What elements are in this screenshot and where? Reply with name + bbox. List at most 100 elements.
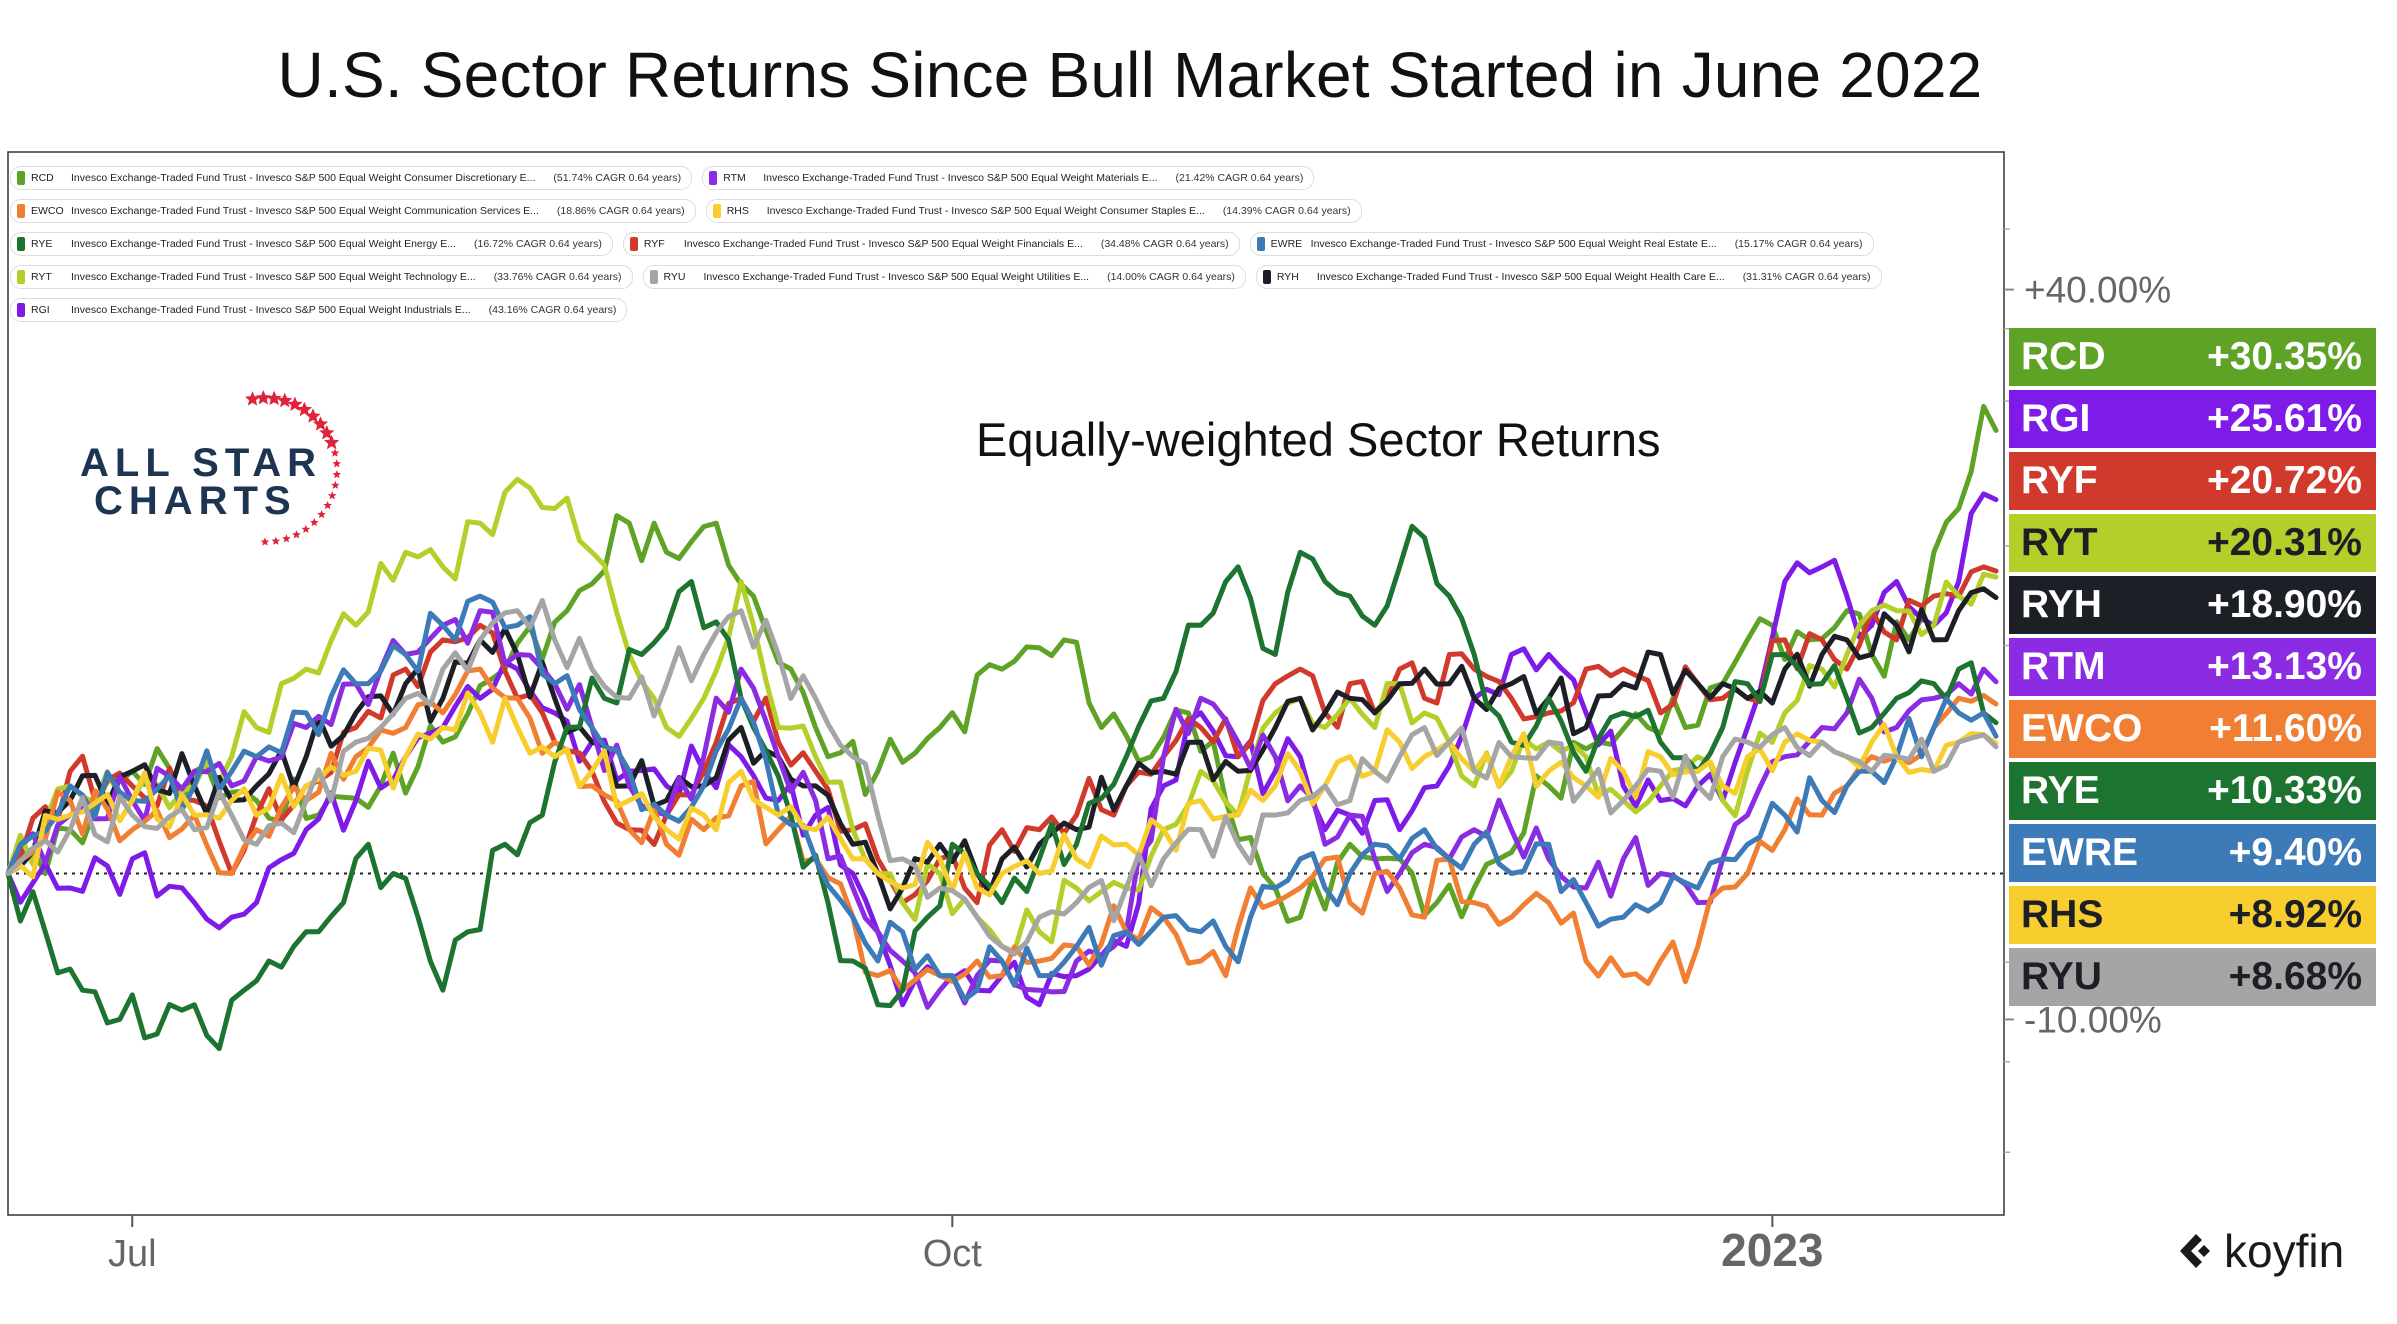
legend-name: Invesco Exchange-Traded Fund Trust - Inv… <box>1310 238 1717 250</box>
badge-ticker: RTM <box>2021 645 2106 688</box>
legend-item-ewco[interactable]: EWCO Invesco Exchange-Traded Fund Trust -… <box>10 199 696 223</box>
badge-value: +10.33% <box>2206 769 2362 812</box>
legend-ticker: RYU <box>663 271 686 283</box>
series-line-ryh <box>5 586 1999 912</box>
legend-item-ryu[interactable]: RYU Invesco Exchange-Traded Fund Trust - … <box>642 265 1246 289</box>
legend-row: RGI Invesco Exchange-Traded Fund Trust - … <box>10 298 1990 322</box>
logo-star <box>317 510 326 519</box>
legend-stat: (14.00% CAGR 0.64 years) <box>1107 271 1235 283</box>
legend-ticker: EWCO <box>31 205 64 217</box>
badge-value: +8.92% <box>2228 893 2362 936</box>
legend-swatch <box>1256 237 1265 251</box>
y-tick-label: -10.00% <box>2024 999 2162 1040</box>
legend-stat: (43.16% CAGR 0.64 years) <box>488 304 617 316</box>
legend-stat: (14.39% CAGR 0.64 years) <box>1222 205 1351 217</box>
logo-star <box>312 416 329 431</box>
legend-item-rgi[interactable]: RGI Invesco Exchange-Traded Fund Trust - … <box>10 298 628 322</box>
legend-swatch <box>17 270 25 284</box>
legend-item-rhs[interactable]: RHS Invesco Exchange-Traded Fund Trust - … <box>705 199 1362 223</box>
legend-name: Invesco Exchange-Traded Fund Trust - Inv… <box>683 238 1083 250</box>
badge-ticker: RCD <box>2021 335 2106 378</box>
series-line-rcd <box>5 403 1999 924</box>
series-line-ewre <box>5 593 1999 1002</box>
legend-item-rye[interactable]: RYE Invesco Exchange-Traded Fund Trust - … <box>10 232 613 256</box>
logo-star <box>310 518 319 527</box>
legend-row: RYE Invesco Exchange-Traded Fund Trust - … <box>10 232 1990 256</box>
legend-item-rcd[interactable]: RCD Invesco Exchange-Traded Fund Trust - … <box>10 166 693 190</box>
legend-stat: (21.42% CAGR 0.64 years) <box>1175 172 1304 184</box>
badge-ticker: EWCO <box>2021 707 2143 750</box>
legend-swatch <box>1262 270 1271 284</box>
badge-value: +18.90% <box>2206 583 2362 626</box>
badge-ticker: RHS <box>2021 893 2104 936</box>
logo-star <box>328 491 337 500</box>
legend-item-ryt[interactable]: RYT Invesco Exchange-Traded Fund Trust - … <box>10 265 633 289</box>
logo-star <box>305 408 321 423</box>
badge-ticker: RYH <box>2021 583 2102 626</box>
legend-row: RCD Invesco Exchange-Traded Fund Trust - … <box>10 166 1990 190</box>
logo-line-1: ALL STAR <box>80 441 323 485</box>
legend-ticker: EWRE <box>1270 238 1303 250</box>
series-line-ryu <box>5 598 1999 957</box>
series-line-rye <box>5 523 1999 1052</box>
all-star-charts-logo: ALL STAR CHARTS <box>70 395 360 555</box>
badge-value: +8.68% <box>2228 955 2362 998</box>
badge-value: +30.35% <box>2206 335 2362 378</box>
badge-rtm: RTM +13.13% <box>2009 638 2376 696</box>
logo-star <box>266 390 282 406</box>
badge-value: +9.40% <box>2228 831 2362 874</box>
logo-star <box>271 536 281 545</box>
y-tick-label: +40.00% <box>2024 270 2171 311</box>
badge-value: +11.60% <box>2209 707 2362 750</box>
badge-ryt: RYT +20.31% <box>2009 514 2376 572</box>
logo-star <box>296 401 312 417</box>
legend-item-rtm[interactable]: RTM Invesco Exchange-Traded Fund Trust - … <box>702 166 1315 190</box>
logo-star <box>244 391 261 406</box>
legend-swatch <box>649 270 658 284</box>
legend-ticker: RYH <box>1276 271 1299 283</box>
logo-line-2: CHARTS <box>94 479 297 523</box>
badge-ticker: EWRE <box>2021 831 2138 874</box>
legend: RCD Invesco Exchange-Traded Fund Trust - … <box>10 166 1990 331</box>
legend-stat: (51.74% CAGR 0.64 years) <box>553 172 682 184</box>
badge-value: +25.61% <box>2206 397 2362 440</box>
legend-stat: (15.17% CAGR 0.64 years) <box>1734 238 1863 250</box>
badge-ticker: RYE <box>2021 769 2100 812</box>
legend-swatch <box>712 204 721 218</box>
badge-value: +20.72% <box>2206 459 2362 502</box>
badge-ticker: RYF <box>2021 459 2098 502</box>
legend-ticker: RYE <box>31 238 53 250</box>
badge-rye: RYE +10.33% <box>2009 762 2376 820</box>
badge-rhs: RHS +8.92% <box>2009 886 2376 944</box>
logo-star <box>260 537 270 546</box>
legend-row: RYT Invesco Exchange-Traded Fund Trust - … <box>10 265 1990 289</box>
legend-stat: (16.72% CAGR 0.64 years) <box>474 238 602 250</box>
legend-swatch <box>17 303 25 317</box>
badge-value: +13.13% <box>2206 645 2362 688</box>
logo-star <box>277 392 293 408</box>
legend-item-ryh[interactable]: RYH Invesco Exchange-Traded Fund Trust - … <box>1255 265 1882 289</box>
legend-swatch <box>17 237 25 251</box>
logo-star <box>292 530 301 539</box>
legend-name: Invesco Exchange-Traded Fund Trust - Inv… <box>71 271 476 283</box>
badge-rcd: RCD +30.35% <box>2009 328 2376 386</box>
logo-star <box>323 501 332 510</box>
legend-name: Invesco Exchange-Traded Fund Trust - Inv… <box>703 271 1090 283</box>
chart-title: U.S. Sector Returns Since Bull Market St… <box>277 39 1983 111</box>
legend-stat: (18.86% CAGR 0.64 years) <box>556 205 685 217</box>
plot-frame <box>7 151 2005 1216</box>
y-axis: +40.00% -10.00% <box>2004 228 2171 1153</box>
logo-star <box>332 459 341 468</box>
x-axis: Jul Oct 2023 <box>108 1215 1824 1276</box>
brand-name: koyfin <box>2224 1225 2345 1277</box>
legend-name: Invesco Exchange-Traded Fund Trust - Inv… <box>71 205 539 217</box>
legend-name: Invesco Exchange-Traded Fund Trust - Inv… <box>766 205 1205 217</box>
legend-item-ewre[interactable]: EWRE Invesco Exchange-Traded Fund Trust -… <box>1249 232 1874 256</box>
legend-ticker: RGI <box>31 304 50 316</box>
badge-ticker: RYU <box>2021 955 2102 998</box>
legend-item-ryf[interactable]: RYF Invesco Exchange-Traded Fund Trust - … <box>622 232 1240 256</box>
x-tick-label: 2023 <box>1721 1224 1823 1276</box>
logo-star <box>324 434 340 450</box>
legend-row: EWCO Invesco Exchange-Traded Fund Trust -… <box>10 199 1990 223</box>
